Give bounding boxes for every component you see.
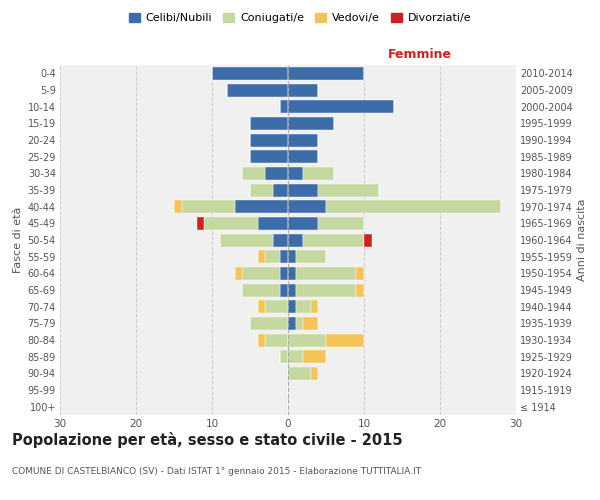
Text: Femmine: Femmine	[388, 48, 452, 62]
Bar	[288, 100, 394, 113]
Bar	[280, 100, 288, 113]
Bar	[303, 167, 334, 180]
Bar	[311, 367, 319, 380]
Bar	[197, 217, 205, 230]
Bar	[273, 184, 288, 196]
Bar	[288, 300, 296, 313]
Bar	[265, 334, 288, 346]
Bar	[280, 250, 288, 263]
Bar	[356, 284, 364, 296]
Bar	[280, 350, 288, 363]
Bar	[288, 200, 326, 213]
Bar	[303, 317, 319, 330]
Bar	[257, 334, 265, 346]
Bar	[288, 167, 303, 180]
Bar	[212, 67, 288, 80]
Bar	[257, 300, 265, 313]
Bar	[250, 134, 288, 146]
Y-axis label: Anni di nascita: Anni di nascita	[577, 198, 587, 281]
Y-axis label: Fasce di età: Fasce di età	[13, 207, 23, 273]
Bar	[242, 267, 280, 280]
Text: COMUNE DI CASTELBIANCO (SV) - Dati ISTAT 1° gennaio 2015 - Elaborazione TUTTITAL: COMUNE DI CASTELBIANCO (SV) - Dati ISTAT…	[12, 468, 421, 476]
Bar	[288, 84, 319, 96]
Bar	[296, 317, 303, 330]
Bar	[250, 317, 288, 330]
Bar	[303, 234, 364, 246]
Bar	[288, 334, 326, 346]
Bar	[265, 250, 280, 263]
Bar	[257, 217, 288, 230]
Bar	[235, 200, 288, 213]
Bar	[273, 234, 288, 246]
Bar	[288, 67, 364, 80]
Bar	[288, 350, 303, 363]
Bar	[356, 267, 364, 280]
Bar	[220, 234, 273, 246]
Bar	[319, 184, 379, 196]
Bar	[280, 284, 288, 296]
Bar	[296, 267, 356, 280]
Bar	[265, 167, 288, 180]
Bar	[296, 300, 311, 313]
Bar	[288, 284, 296, 296]
Legend: Celibi/Nubili, Coniugati/e, Vedovi/e, Divorziati/e: Celibi/Nubili, Coniugati/e, Vedovi/e, Di…	[124, 8, 476, 28]
Bar	[364, 234, 371, 246]
Bar	[250, 150, 288, 163]
Bar	[296, 284, 356, 296]
Bar	[311, 300, 319, 313]
Bar	[288, 317, 296, 330]
Bar	[326, 334, 364, 346]
Bar	[235, 267, 242, 280]
Bar	[319, 217, 364, 230]
Bar	[288, 217, 319, 230]
Bar	[288, 250, 296, 263]
Text: Popolazione per età, sesso e stato civile - 2015: Popolazione per età, sesso e stato civil…	[12, 432, 403, 448]
Bar	[288, 267, 296, 280]
Bar	[182, 200, 235, 213]
Bar	[265, 300, 288, 313]
Bar	[205, 217, 257, 230]
Bar	[288, 150, 319, 163]
Bar	[174, 200, 182, 213]
Bar	[250, 117, 288, 130]
Bar	[242, 167, 265, 180]
Bar	[288, 184, 319, 196]
Bar	[257, 250, 265, 263]
Bar	[280, 267, 288, 280]
Bar	[303, 350, 326, 363]
Bar	[242, 284, 280, 296]
Bar	[326, 200, 501, 213]
Bar	[250, 184, 273, 196]
Bar	[288, 134, 319, 146]
Bar	[288, 367, 311, 380]
Bar	[296, 250, 326, 263]
Bar	[288, 234, 303, 246]
Bar	[227, 84, 288, 96]
Bar	[288, 117, 334, 130]
